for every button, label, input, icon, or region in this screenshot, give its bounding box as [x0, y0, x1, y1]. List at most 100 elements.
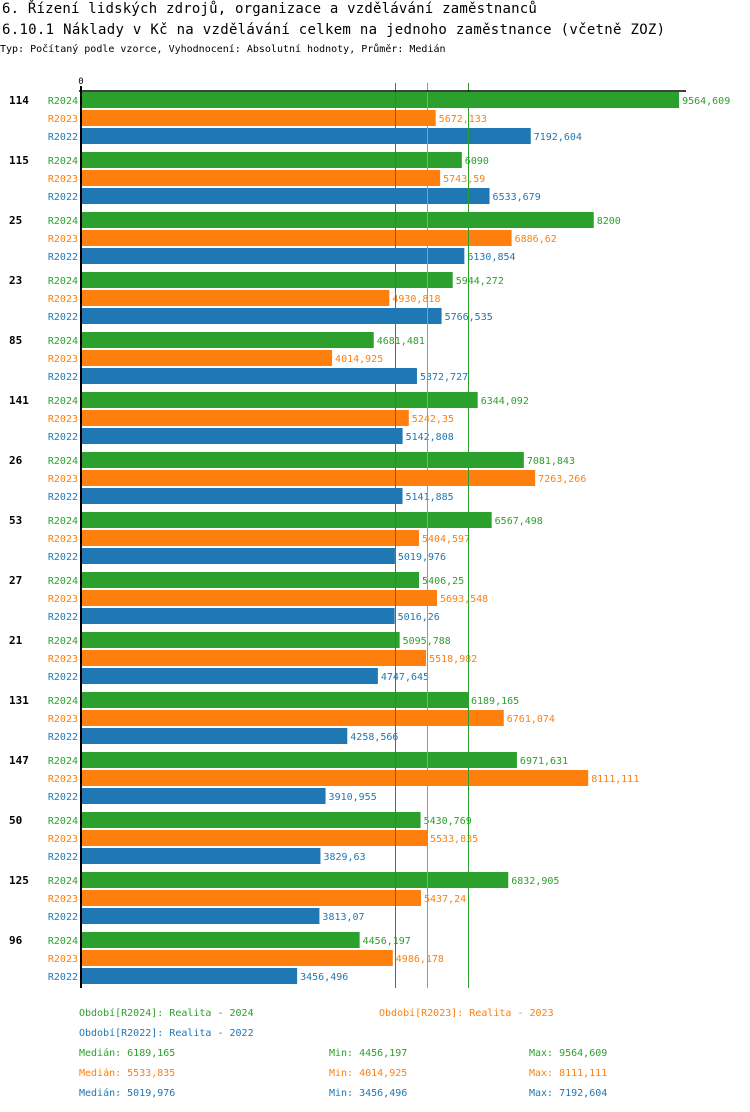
series-row-label: R2024: [48, 156, 78, 167]
data-label: 4747,645: [381, 672, 429, 683]
series-row-label: R2023: [48, 894, 78, 905]
bar-chart: 114 R2024 9564,609 R2023 5672,133 R2022 7192,6…: [9, 77, 730, 988]
bar-r2024: [81, 272, 453, 288]
series-row-label: R2022: [48, 552, 78, 563]
series-row-label: R2023: [48, 354, 78, 365]
chart-info: Typ: Počítaný podle vzorce, Vyhodnocení:…: [0, 44, 446, 55]
bar-r2024: [81, 572, 420, 588]
x-tick-label: 0: [78, 77, 83, 87]
data-label: 8111,111: [591, 774, 639, 785]
bar-r2022: [81, 428, 403, 444]
data-label: 4456,197: [363, 936, 411, 947]
bar-r2022: [81, 848, 321, 864]
series-row-label: R2024: [48, 96, 78, 107]
data-label: 3910,955: [329, 792, 377, 803]
bar-r2023: [81, 350, 333, 366]
series-row-label: R2024: [48, 756, 78, 767]
series-row-label: R2023: [48, 774, 78, 785]
category-label: 23: [9, 274, 22, 287]
bar-r2024: [81, 332, 374, 348]
bar-r2023: [81, 650, 427, 666]
series-row-label: R2022: [48, 972, 78, 983]
data-label: 5518,982: [429, 654, 477, 665]
bar-r2024: [81, 92, 680, 108]
chart-title: 6.10.1 Náklady v Kč na vzdělávání celkem…: [2, 22, 666, 38]
bar-r2024: [81, 812, 421, 828]
legend-r2024: Období[R2024]: Realita - 2024: [79, 1008, 254, 1019]
data-label: 5743,59: [443, 174, 485, 185]
data-label: 4986,178: [396, 954, 444, 965]
bar-r2023: [81, 710, 504, 726]
category-label: 125: [9, 874, 29, 887]
bar-r2023: [81, 470, 536, 486]
data-label: 5430,769: [424, 816, 472, 827]
bar-r2023: [81, 950, 393, 966]
series-row-label: R2022: [48, 612, 78, 623]
data-label: 6971,631: [520, 756, 568, 767]
data-label: 4014,925: [335, 354, 383, 365]
bar-r2024: [81, 392, 478, 408]
series-row-label: R2023: [48, 714, 78, 725]
bar-r2022: [81, 308, 442, 324]
legend-r2022: Období[R2022]: Realita - 2022: [79, 1028, 254, 1039]
data-label: 5533,835: [430, 834, 478, 845]
data-label: 6761,074: [507, 714, 555, 725]
data-label: 6130,854: [467, 252, 515, 263]
data-label: 7081,843: [527, 456, 575, 467]
category-label: 50: [9, 814, 22, 827]
data-label: 5016,26: [398, 612, 440, 623]
data-label: 6090: [465, 156, 489, 167]
category-label: 21: [9, 634, 23, 647]
data-label: 7263,266: [538, 474, 586, 485]
bar-r2022: [81, 548, 395, 564]
bar-r2024: [81, 512, 492, 528]
series-row-label: R2024: [48, 456, 78, 467]
data-label: 5404,597: [422, 534, 470, 545]
data-label: 4258,566: [350, 732, 398, 743]
data-label: 5019,976: [398, 552, 446, 563]
category-label: 25: [9, 214, 22, 227]
series-row-label: R2024: [48, 696, 78, 707]
bar-r2023: [81, 530, 419, 546]
bar-r2022: [81, 368, 417, 384]
series-row-label: R2022: [48, 432, 78, 443]
data-label: 5141,885: [406, 492, 454, 503]
bar-r2022: [81, 488, 403, 504]
bar-r2023: [81, 410, 409, 426]
bar-r2022: [81, 788, 326, 804]
bar-r2024: [81, 752, 517, 768]
bar-r2024: [81, 212, 594, 228]
bar-r2024: [81, 932, 360, 948]
category-label: 114: [9, 94, 29, 107]
stat-median-r2023: Medián: 5533,835: [79, 1068, 176, 1079]
series-row-label: R2024: [48, 396, 78, 407]
bar-r2024: [81, 872, 509, 888]
bar-r2023: [81, 110, 436, 126]
data-label: 5095,788: [403, 636, 451, 647]
series-row-label: R2022: [48, 912, 78, 923]
data-label: 4681,481: [377, 336, 425, 347]
bar-r2023: [81, 770, 589, 786]
category-label: 141: [9, 394, 29, 407]
data-label: 6533,679: [493, 192, 541, 203]
bar-r2022: [81, 248, 465, 264]
series-row-label: R2022: [48, 132, 78, 143]
category-label: 53: [9, 514, 22, 527]
data-label: 5142,808: [406, 432, 454, 443]
data-label: 4930,818: [392, 294, 440, 305]
stat-min-r2024: Min: 4456,197: [329, 1048, 408, 1059]
series-row-label: R2024: [48, 276, 78, 287]
bar-r2024: [81, 632, 400, 648]
page-title: 6. Řízení lidských zdrojů, organizace a …: [2, 1, 537, 17]
series-row-label: R2023: [48, 174, 78, 185]
data-label: 5944,272: [456, 276, 504, 287]
series-row-label: R2022: [48, 732, 78, 743]
bar-r2023: [81, 170, 441, 186]
data-label: 8200: [597, 216, 621, 227]
series-row-label: R2023: [48, 114, 78, 125]
bar-r2022: [81, 668, 378, 684]
data-label: 6567,498: [495, 516, 543, 527]
data-label: 6344,092: [481, 396, 529, 407]
series-row-label: R2023: [48, 654, 78, 665]
series-row-label: R2023: [48, 294, 78, 305]
